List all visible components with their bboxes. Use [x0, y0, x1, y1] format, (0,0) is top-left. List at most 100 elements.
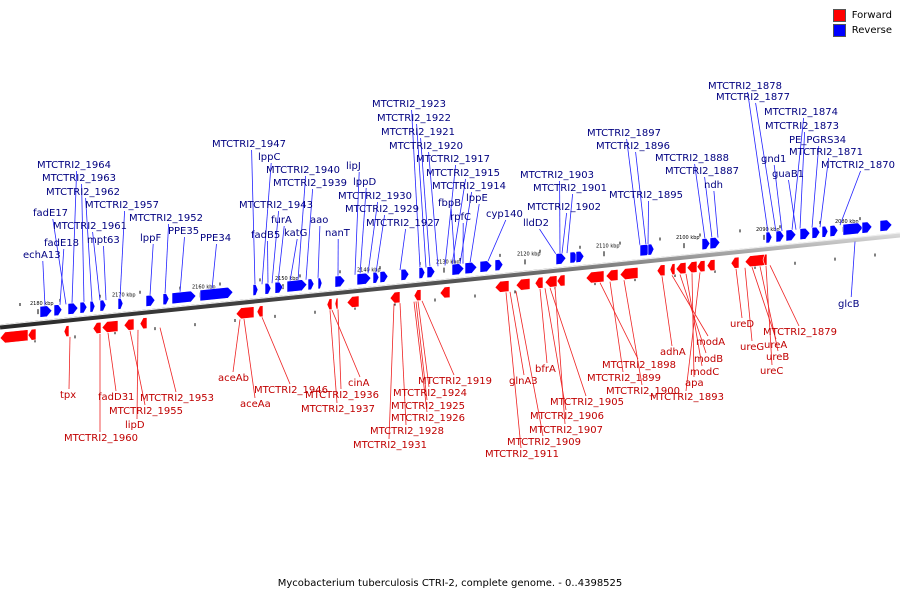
forward-gene-label-mtctri2-1905[interactable]: MTCTRI2_1905 [550, 397, 624, 408]
forward-gene-arrow[interactable] [686, 260, 698, 274]
reverse-gene-arrow[interactable] [426, 266, 436, 279]
reverse-gene-arrow[interactable] [400, 268, 410, 281]
reverse-gene-arrow[interactable] [379, 270, 389, 283]
reverse-gene-arrow[interactable] [199, 286, 234, 302]
forward-gene-label-mtctri2-1907[interactable]: MTCTRI2_1907 [529, 425, 603, 436]
reverse-gene-label-fadb5[interactable]: fadB5 [251, 230, 280, 241]
reverse-gene-label-mtctri2-1873[interactable]: MTCTRI2_1873 [765, 121, 839, 132]
reverse-gene-label-mtctri2-1962[interactable]: MTCTRI2_1962 [46, 187, 120, 198]
reverse-gene-label-mtctri2-1957[interactable]: MTCTRI2_1957 [85, 200, 159, 211]
forward-gene-arrow[interactable] [675, 262, 687, 275]
forward-gene-arrow[interactable] [669, 263, 676, 276]
reverse-gene-label-mtctri2-1964[interactable]: MTCTRI2_1964 [37, 160, 111, 171]
reverse-gene-arrow[interactable] [334, 275, 346, 288]
reverse-gene-label-mtctri2-1922[interactable]: MTCTRI2_1922 [377, 113, 451, 124]
forward-gene-label-mtctri2-1926[interactable]: MTCTRI2_1926 [391, 413, 465, 424]
reverse-gene-label-mtctri2-1939[interactable]: MTCTRI2_1939 [273, 178, 347, 189]
reverse-gene-label-mtctri2-1952[interactable]: MTCTRI2_1952 [129, 213, 203, 224]
forward-gene-arrow[interactable] [762, 253, 768, 266]
reverse-gene-label-fura[interactable]: furA [271, 215, 292, 226]
forward-gene-label-ured[interactable]: ureD [730, 319, 754, 330]
forward-gene-arrow[interactable] [656, 264, 666, 277]
reverse-gene-label-mtctri2-1920[interactable]: MTCTRI2_1920 [389, 141, 463, 152]
reverse-gene-label-glcb[interactable]: glcB [838, 299, 860, 310]
forward-gene-label-ureg[interactable]: ureG [740, 342, 764, 353]
reverse-gene-arrow[interactable] [274, 281, 284, 294]
forward-gene-label-mtctri2-1955[interactable]: MTCTRI2_1955 [109, 406, 183, 417]
forward-gene-arrow[interactable] [605, 268, 619, 282]
reverse-gene-label-pe-pgrs34[interactable]: PE_PGRS34 [789, 135, 846, 146]
reverse-gene-arrow[interactable] [785, 229, 797, 242]
forward-gene-label-urea[interactable]: ureA [764, 340, 787, 351]
reverse-gene-arrow[interactable] [709, 237, 721, 250]
forward-gene-label-mtctri2-1900[interactable]: MTCTRI2_1900 [606, 386, 680, 397]
forward-gene-label-mtctri2-1924[interactable]: MTCTRI2_1924 [393, 388, 467, 399]
forward-gene-arrow[interactable] [544, 275, 558, 288]
reverse-gene-arrow[interactable] [162, 293, 170, 306]
forward-gene-arrow[interactable] [27, 328, 37, 341]
reverse-gene-arrow[interactable] [861, 221, 873, 234]
forward-gene-arrow[interactable] [256, 305, 264, 318]
reverse-gene-arrow[interactable] [575, 250, 585, 263]
reverse-gene-label-mtctri2-1940[interactable]: MTCTRI2_1940 [266, 165, 340, 176]
forward-gene-arrow[interactable] [326, 298, 333, 311]
reverse-gene-label-mtctri2-1888[interactable]: MTCTRI2_1888 [655, 153, 729, 164]
reverse-gene-label-mtctri2-1897[interactable]: MTCTRI2_1897 [587, 128, 661, 139]
reverse-gene-label-lppc[interactable]: lppC [258, 152, 280, 163]
reverse-gene-arrow[interactable] [252, 284, 259, 296]
forward-gene-label-apa[interactable]: apa [685, 378, 704, 389]
forward-gene-arrow[interactable] [439, 286, 451, 299]
forward-gene-label-moda[interactable]: modA [696, 337, 725, 348]
reverse-gene-arrow[interactable] [264, 282, 272, 295]
reverse-gene-arrow[interactable] [701, 237, 711, 251]
reverse-gene-label-mtctri2-1874[interactable]: MTCTRI2_1874 [764, 107, 838, 118]
reverse-gene-label-ppe34[interactable]: PPE34 [200, 233, 231, 244]
reverse-gene-arrow[interactable] [99, 299, 107, 312]
reverse-gene-arrow[interactable] [451, 263, 465, 276]
forward-gene-label-adha[interactable]: adhA [660, 347, 686, 358]
forward-gene-label-mtctri2-1953[interactable]: MTCTRI2_1953 [140, 393, 214, 404]
forward-gene-arrow[interactable] [92, 321, 102, 334]
forward-gene-arrow[interactable] [494, 280, 510, 293]
reverse-gene-label-fbpb[interactable]: fbpB [438, 198, 461, 209]
reverse-gene-label-lppe[interactable]: lppE [466, 193, 488, 204]
reverse-gene-label-mtctri2-1903[interactable]: MTCTRI2_1903 [520, 170, 594, 181]
forward-gene-arrow[interactable] [413, 289, 422, 302]
forward-gene-label-tpx[interactable]: tpx [60, 390, 76, 401]
forward-gene-label-mtctri2-1909[interactable]: MTCTRI2_1909 [507, 437, 581, 448]
forward-gene-label-mtctri2-1946[interactable]: MTCTRI2_1946 [254, 385, 328, 396]
forward-gene-label-mtctri2-1928[interactable]: MTCTRI2_1928 [370, 426, 444, 437]
reverse-gene-arrow[interactable] [53, 304, 63, 317]
reverse-gene-label-mpt63[interactable]: mpt63 [87, 235, 120, 246]
forward-gene-arrow[interactable] [334, 297, 339, 310]
forward-gene-arrow[interactable] [0, 329, 29, 344]
forward-gene-label-glna3[interactable]: glnA3 [509, 376, 538, 387]
reverse-gene-arrow[interactable] [811, 226, 821, 239]
reverse-gene-arrow[interactable] [821, 225, 829, 238]
reverse-gene-label-aao[interactable]: aao [310, 215, 328, 226]
forward-gene-label-bfra[interactable]: bfrA [535, 364, 556, 375]
reverse-gene-label-mtctri2-1878[interactable]: MTCTRI2_1878 [708, 81, 782, 92]
reverse-gene-label-mtctri2-1961[interactable]: MTCTRI2_1961 [53, 221, 127, 232]
forward-gene-arrow[interactable] [696, 260, 706, 273]
reverse-gene-label-mtctri2-1927[interactable]: MTCTRI2_1927 [366, 218, 440, 229]
forward-gene-arrow[interactable] [585, 270, 605, 284]
reverse-gene-arrow[interactable] [79, 301, 88, 314]
reverse-gene-label-gnd1[interactable]: gnd1 [761, 154, 786, 165]
reverse-gene-arrow[interactable] [286, 279, 308, 293]
forward-gene-arrow[interactable] [346, 295, 360, 308]
forward-gene-arrow[interactable] [63, 325, 70, 338]
reverse-gene-arrow[interactable] [356, 272, 372, 286]
reverse-gene-arrow[interactable] [117, 297, 124, 310]
forward-gene-arrow[interactable] [139, 317, 148, 330]
reverse-gene-label-mtctri2-1930[interactable]: MTCTRI2_1930 [338, 191, 412, 202]
forward-gene-label-mtctri2-1898[interactable]: MTCTRI2_1898 [602, 360, 676, 371]
forward-gene-label-lipd[interactable]: lipD [125, 420, 145, 431]
reverse-gene-label-ppe35[interactable]: PPE35 [168, 226, 199, 237]
forward-gene-label-mtctri2-1937[interactable]: MTCTRI2_1937 [301, 404, 375, 415]
reverse-gene-label-mtctri2-1887[interactable]: MTCTRI2_1887 [665, 166, 739, 177]
reverse-gene-arrow[interactable] [647, 243, 655, 256]
reverse-gene-label-cyp140[interactable]: cyp140 [486, 209, 523, 220]
reverse-gene-label-mtctri2-1871[interactable]: MTCTRI2_1871 [789, 147, 863, 158]
forward-gene-arrow[interactable] [730, 256, 740, 269]
